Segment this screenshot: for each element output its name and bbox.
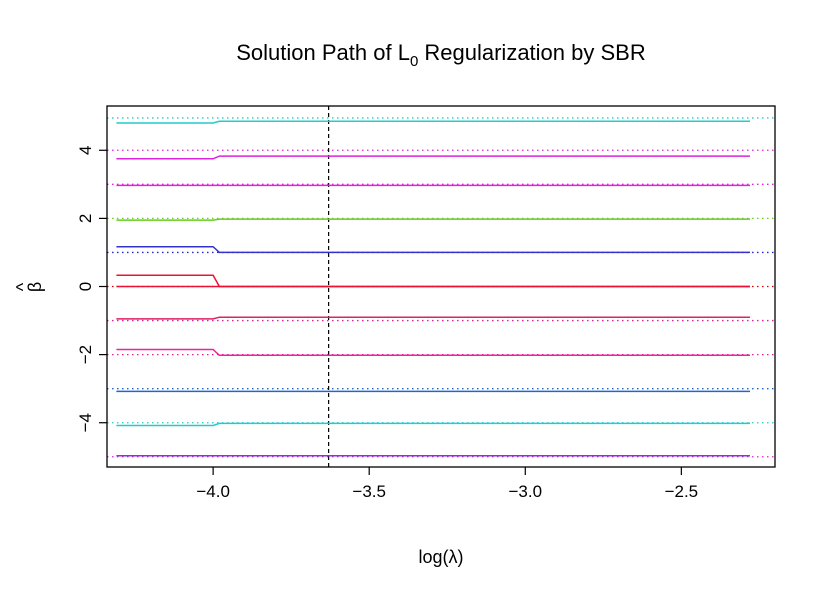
coefficient-path [116,245,750,254]
title-main: Solution Path of L [236,40,410,65]
y-tick-label: −4 [76,413,95,432]
y-axis-label-hat: ^ [13,282,33,291]
title-rest: Regularization by SBR [418,40,645,65]
x-tick-label: −4.0 [196,482,230,501]
y-axis-label: β ^ [13,282,45,292]
coefficient-path [116,348,750,357]
y-tick-label: 4 [76,146,95,155]
chart-title: Solution Path of L0 Regularization by SB… [236,40,645,70]
x-tick-label: −2.5 [665,482,699,501]
coefficient-path [116,218,750,221]
title-subscript: 0 [410,53,418,70]
y-tick-label: 0 [76,282,95,291]
y-tick-label: 2 [76,214,95,223]
coefficient-path [116,316,750,320]
axes: −4.0 −3.5 −3.0 −2.5 −4 −2 0 2 4 [76,146,698,501]
coefficient-path [116,120,750,124]
coefficient-path [116,155,750,160]
y-tick-label: −2 [76,345,95,364]
coefficient-path [116,422,750,427]
plot-area [107,106,775,467]
x-tick-label: −3.0 [508,482,542,501]
coefficient-path [116,274,750,288]
x-tick-label: −3.5 [352,482,386,501]
x-axis-label: log(λ) [418,547,463,567]
y-axis-label-symbol: β [25,282,45,292]
